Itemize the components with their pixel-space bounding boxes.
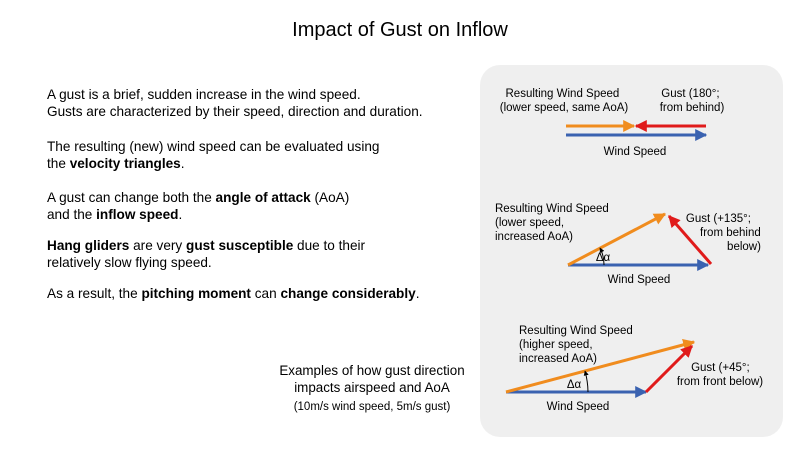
- d1-gust-label: Gust (180°; from behind): [660, 88, 725, 114]
- bold-term: gust susceptible: [186, 238, 294, 253]
- bold-term: change considerably: [280, 286, 416, 301]
- text-run: and the: [47, 207, 97, 222]
- bold-term: inflow speed: [96, 207, 179, 222]
- d2-resulting-arrow: [567, 212, 667, 267]
- paragraph-line: the velocity triangles.: [47, 155, 380, 172]
- text-run: are very: [129, 238, 187, 253]
- page-title: Impact of Gust on Inflow: [292, 19, 508, 41]
- text-run: can: [250, 286, 281, 301]
- d3-gust-label: Gust (+45°; from front below): [677, 362, 763, 388]
- text-run: .: [415, 286, 420, 301]
- d2-gust-label: Gust (+135°; from behind below): [686, 213, 764, 253]
- text-run: Gusts are characterized by their speed, …: [47, 104, 423, 119]
- text-run: As a result, the: [47, 286, 142, 301]
- caption-line-2: impacts airspeed and AoA: [294, 380, 450, 395]
- text-run: (AoA): [310, 190, 350, 205]
- paragraph-line: A gust can change both the angle of atta…: [47, 189, 349, 206]
- d3-resulting-arrow: [505, 338, 696, 394]
- paragraph-gust-definition: A gust is a brief, sudden increase in th…: [47, 86, 423, 120]
- bold-term: angle of attack: [215, 190, 311, 205]
- d1-wind-speed-label: Wind Speed: [604, 146, 667, 158]
- d3-angle-arc: [583, 370, 589, 393]
- paragraph-line: Hang gliders are very gust susceptible d…: [47, 237, 365, 254]
- d2-resulting-label: Resulting Wind Speed (lower speed, incre…: [495, 203, 612, 243]
- diagram-gust-45: Resulting Wind Speed (higher speed, incr…: [505, 325, 763, 413]
- caption-line-3: (10m/s wind speed, 5m/s gust): [293, 401, 451, 413]
- paragraph-line: The resulting (new) wind speed can be ev…: [47, 138, 380, 155]
- bold-term: pitching moment: [141, 286, 251, 301]
- text-run: .: [180, 156, 185, 171]
- d3-wind-speed-label: Wind Speed: [547, 401, 610, 413]
- paragraph-line: A gust is a brief, sudden increase in th…: [47, 86, 423, 103]
- d2-angle-label: Δα: [596, 252, 611, 264]
- d3-angle-label: Δα: [567, 379, 582, 391]
- d2-wind-speed-label: Wind Speed: [608, 274, 671, 286]
- text-run: relatively slow flying speed.: [47, 255, 212, 270]
- paragraph-line: relatively slow flying speed.: [47, 254, 365, 271]
- paragraph-hang-gliders: Hang gliders are very gust susceptible d…: [47, 237, 365, 271]
- paragraph-angle-of-attack: A gust can change both the angle of atta…: [47, 189, 349, 223]
- diagram-gust-135: Resulting Wind Speed (lower speed, incre…: [495, 203, 764, 286]
- text-run: the: [47, 156, 70, 171]
- paragraph-line: and the inflow speed.: [47, 206, 349, 223]
- text-run: A gust can change both the: [47, 190, 216, 205]
- bold-term: Hang gliders: [47, 238, 130, 253]
- text-run: The resulting (new) wind speed can be ev…: [47, 139, 380, 154]
- d2-angle-arc: [599, 247, 605, 266]
- diagram-gust-180: Resulting Wind Speed (lower speed, same …: [500, 88, 725, 158]
- d3-resulting-label: Resulting Wind Speed (higher speed, incr…: [519, 325, 636, 365]
- paragraph-line: Gusts are characterized by their speed, …: [47, 103, 423, 120]
- diagram-caption: Examples of how gust direction impacts a…: [262, 362, 482, 416]
- d1-resulting-label: Resulting Wind Speed (lower speed, same …: [500, 88, 629, 114]
- caption-line-1: Examples of how gust direction: [279, 363, 465, 378]
- d3-gust-arrow: [644, 344, 694, 394]
- paragraph-velocity-triangles: The resulting (new) wind speed can be ev…: [47, 138, 380, 172]
- text-run: A gust is a brief, sudden increase in th…: [47, 87, 361, 102]
- paragraph-line: As a result, the pitching moment can cha…: [47, 285, 419, 302]
- d2-gust-arrow: [667, 215, 713, 265]
- text-run: .: [178, 207, 183, 222]
- text-run: due to their: [293, 238, 366, 253]
- bold-term: velocity triangles: [69, 156, 181, 171]
- paragraph-pitching-moment: As a result, the pitching moment can cha…: [47, 285, 419, 302]
